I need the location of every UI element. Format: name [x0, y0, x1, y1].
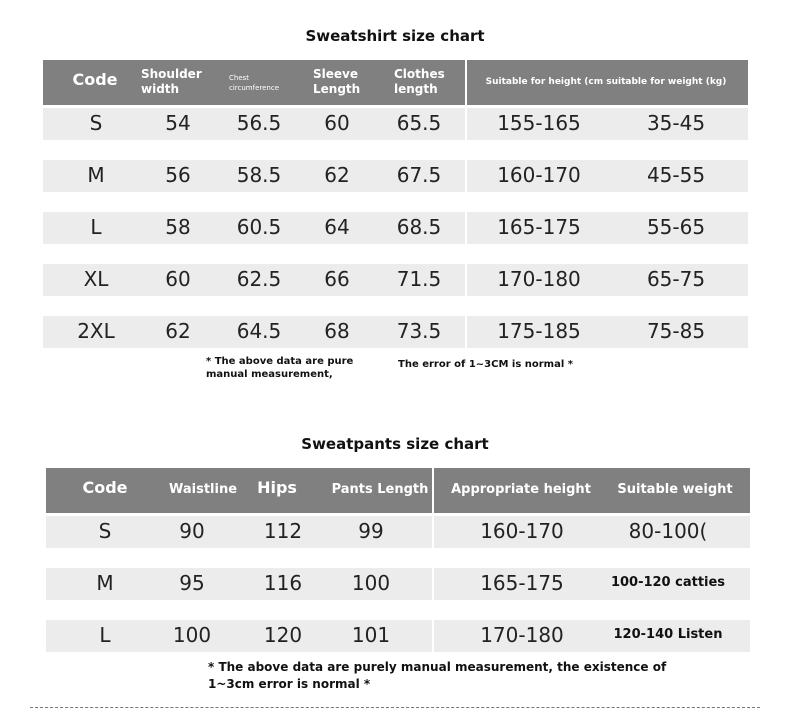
- divider: [465, 212, 467, 244]
- table-cell: 62: [324, 163, 350, 187]
- table-cell: 35-45: [646, 111, 706, 135]
- table-cell: 64.5: [236, 319, 282, 343]
- table-cell: L: [99, 623, 111, 647]
- table-cell: 56: [165, 163, 191, 187]
- table-cell: 100: [351, 571, 391, 595]
- table-row: [43, 316, 748, 348]
- table-cell: 160-170: [480, 519, 564, 543]
- table-cell: 112: [263, 519, 303, 543]
- table-cell: L: [90, 215, 102, 239]
- table-cell: S: [89, 111, 103, 135]
- column-header: Waistline: [168, 481, 238, 497]
- table-row: [46, 568, 750, 600]
- table-cell: 99: [358, 519, 384, 543]
- column-header: Shoulder width: [141, 67, 202, 96]
- table-cell: 60.5: [236, 215, 282, 239]
- table-cell: 58: [165, 215, 191, 239]
- column-header: Appropriate height: [451, 481, 591, 497]
- table-cell: XL: [83, 267, 109, 291]
- divider: [465, 160, 467, 192]
- table-cell: 170-180: [497, 267, 581, 291]
- sweatshirt-title: Sweatshirt size chart: [305, 27, 485, 45]
- table-cell: 65-75: [646, 267, 706, 291]
- table-cell: 90: [179, 519, 205, 543]
- table-cell: 100: [172, 623, 212, 647]
- table-cell: 62.5: [236, 267, 282, 291]
- sweatpants-title: Sweatpants size chart: [301, 435, 489, 453]
- table-cell: 56.5: [236, 111, 282, 135]
- table-cell: 100-120 catties: [610, 575, 726, 590]
- sweatpants-note: * The above data are purely manual measu…: [208, 660, 667, 691]
- table-cell: 67.5: [396, 163, 442, 187]
- table-cell: 71.5: [396, 267, 442, 291]
- table-cell: 120: [263, 623, 303, 647]
- table-row: [43, 212, 748, 244]
- table-cell: 55-65: [646, 215, 706, 239]
- table-row: [46, 516, 750, 548]
- divider: [465, 108, 467, 140]
- divider: [432, 568, 434, 600]
- column-header: Code: [82, 478, 128, 497]
- table-cell: 64: [324, 215, 350, 239]
- table-cell: 73.5: [396, 319, 442, 343]
- sweatshirt-header: [43, 60, 748, 105]
- table-cell: 2XL: [77, 319, 115, 343]
- column-header: Chest circumference: [229, 74, 280, 92]
- table-cell: 80-100(: [628, 519, 708, 543]
- table-cell: M: [96, 571, 114, 595]
- divider: [465, 60, 467, 105]
- column-header: Pants Length: [331, 481, 429, 497]
- table-row: [43, 264, 748, 296]
- table-cell: 155-165: [497, 111, 581, 135]
- column-header: Suitable weight: [617, 481, 733, 497]
- table-cell: M: [87, 163, 105, 187]
- table-cell: 45-55: [646, 163, 706, 187]
- sweatshirt-note-right: The error of 1~3CM is normal *: [398, 359, 573, 370]
- divider: [465, 264, 467, 296]
- divider: [432, 620, 434, 652]
- table-cell: 60: [324, 111, 350, 135]
- table-cell: 65.5: [396, 111, 442, 135]
- column-header: Code: [72, 70, 118, 89]
- table-cell: 58.5: [236, 163, 282, 187]
- sweatpants-header: [46, 468, 750, 513]
- table-cell: 68.5: [396, 215, 442, 239]
- table-cell: 116: [263, 571, 303, 595]
- column-header: Sleeve Length: [313, 67, 361, 96]
- table-cell: 170-180: [480, 623, 564, 647]
- divider: [432, 468, 434, 513]
- table-cell: 75-85: [646, 319, 706, 343]
- divider: [465, 316, 467, 348]
- table-cell: S: [98, 519, 112, 543]
- table-cell: 165-175: [497, 215, 581, 239]
- column-header: Suitable for height (cm suitable for wei…: [485, 77, 727, 87]
- table-cell: 120-140 Listen: [613, 627, 723, 642]
- table-cell: 62: [165, 319, 191, 343]
- table-row: [43, 108, 748, 140]
- table-row: [43, 160, 748, 192]
- table-cell: 54: [165, 111, 191, 135]
- table-cell: 160-170: [497, 163, 581, 187]
- table-cell: 175-185: [497, 319, 581, 343]
- table-row: [46, 620, 750, 652]
- table-cell: 101: [351, 623, 391, 647]
- column-header: Hips: [257, 478, 297, 497]
- column-header: Clothes length: [394, 67, 445, 96]
- sweatshirt-note-left: * The above data are pure manual measure…: [206, 356, 354, 380]
- table-cell: 66: [324, 267, 350, 291]
- table-cell: 68: [324, 319, 350, 343]
- table-cell: 95: [179, 571, 205, 595]
- dashed-divider: [30, 707, 760, 708]
- table-cell: 165-175: [480, 571, 564, 595]
- divider: [432, 516, 434, 548]
- table-cell: 60: [165, 267, 191, 291]
